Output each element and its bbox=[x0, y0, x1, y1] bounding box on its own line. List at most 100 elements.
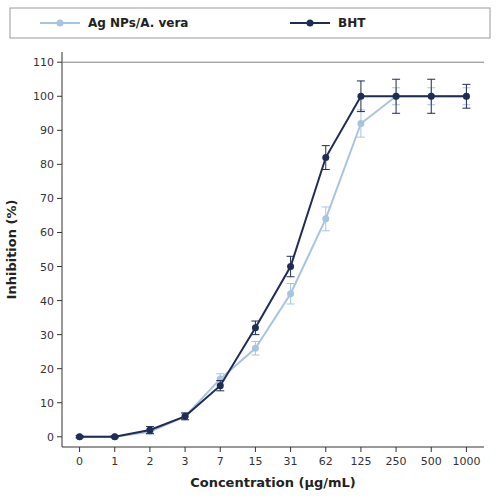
y-tick-label: 70 bbox=[40, 192, 54, 205]
x-axis-label: Concentration (μg/mL) bbox=[190, 475, 356, 490]
legend-label: Ag NPs/A. vera bbox=[88, 16, 188, 30]
y-tick bbox=[57, 436, 62, 437]
point bbox=[322, 215, 329, 222]
point bbox=[182, 413, 189, 420]
error-bar-cap bbox=[287, 276, 295, 277]
x-tick bbox=[290, 447, 291, 452]
error-bar-cap bbox=[427, 113, 435, 114]
x-tick bbox=[396, 447, 397, 452]
point bbox=[111, 433, 118, 440]
x-tick bbox=[149, 447, 150, 452]
error-bar-cap bbox=[287, 283, 295, 284]
y-tick-label: 30 bbox=[40, 329, 54, 342]
error-bar bbox=[357, 110, 365, 137]
point bbox=[393, 93, 400, 100]
x-tick bbox=[431, 447, 432, 452]
point bbox=[428, 93, 435, 100]
y-tick bbox=[57, 164, 62, 165]
series-line bbox=[80, 96, 467, 437]
error-bar bbox=[287, 284, 295, 304]
point bbox=[357, 93, 364, 100]
point bbox=[76, 433, 83, 440]
x-tick bbox=[325, 447, 326, 452]
point bbox=[357, 120, 364, 127]
axes: 0102030405060708090100110012371531621252… bbox=[33, 52, 484, 468]
y-tick bbox=[57, 96, 62, 97]
y-tick-label: 20 bbox=[40, 363, 54, 376]
x-tick bbox=[220, 447, 221, 452]
error-bar-cap bbox=[322, 145, 330, 146]
point bbox=[463, 93, 470, 100]
error-bar-cap bbox=[251, 341, 259, 342]
error-bar bbox=[427, 79, 435, 113]
error-bar bbox=[462, 84, 470, 108]
point bbox=[393, 93, 400, 100]
x-tick-label: 1 bbox=[111, 455, 118, 468]
error-bar bbox=[322, 207, 330, 231]
error-bar-cap bbox=[251, 334, 259, 335]
x-tick-label: 250 bbox=[386, 455, 407, 468]
point bbox=[146, 426, 153, 433]
x-tick-label: 0 bbox=[76, 455, 83, 468]
y-tick bbox=[57, 266, 62, 267]
x-tick-label: 3 bbox=[182, 455, 189, 468]
point bbox=[111, 433, 118, 440]
x-tick-label: 7 bbox=[217, 455, 224, 468]
y-tick-label: 10 bbox=[40, 397, 54, 410]
y-tick bbox=[57, 198, 62, 199]
y-tick bbox=[57, 368, 62, 369]
error-bar-cap bbox=[251, 355, 259, 356]
y-tick-label: 100 bbox=[33, 90, 54, 103]
x-tick-label: 62 bbox=[319, 455, 333, 468]
x-tick bbox=[79, 447, 80, 452]
legend-box bbox=[10, 8, 490, 38]
point bbox=[252, 345, 259, 352]
error-bar-cap bbox=[392, 79, 400, 80]
chart: Ag NPs/A. veraBHT01020304050607080901001… bbox=[0, 0, 500, 499]
x-tick bbox=[114, 447, 115, 452]
y-axis-label: Inhibition (%) bbox=[4, 200, 19, 300]
error-bar bbox=[392, 79, 400, 113]
y-tick-label: 80 bbox=[40, 158, 54, 171]
y-tick bbox=[57, 402, 62, 403]
error-bar-cap bbox=[462, 108, 470, 109]
error-bar bbox=[251, 341, 259, 355]
x-tick bbox=[185, 447, 186, 452]
error-bar-cap bbox=[216, 373, 224, 374]
error-bar-cap bbox=[392, 113, 400, 114]
legend-marker bbox=[307, 20, 314, 27]
x-axis-line bbox=[62, 447, 484, 448]
error-bar-cap bbox=[462, 84, 470, 85]
legend: Ag NPs/A. vera BHT bbox=[10, 8, 490, 38]
error-bar-cap bbox=[287, 256, 295, 257]
y-tick-label: 110 bbox=[33, 56, 54, 69]
y-tick-label: 40 bbox=[40, 295, 54, 308]
error-bar-cap bbox=[287, 303, 295, 304]
y-tick-label: 0 bbox=[47, 431, 54, 444]
x-tick-label: 500 bbox=[421, 455, 442, 468]
point bbox=[217, 382, 224, 389]
error-bar bbox=[357, 81, 365, 112]
x-tick bbox=[360, 447, 361, 452]
series-line bbox=[80, 96, 467, 437]
y-tick bbox=[57, 232, 62, 233]
x-tick-label: 1000 bbox=[452, 455, 480, 468]
x-tick bbox=[466, 447, 467, 452]
error-bar-cap bbox=[251, 321, 259, 322]
error-bar-cap bbox=[322, 206, 330, 207]
error-bar-cap bbox=[357, 80, 365, 81]
error-bar bbox=[216, 381, 224, 391]
series bbox=[76, 79, 471, 440]
y-tick-label: 90 bbox=[40, 124, 54, 137]
x-tick-label: 125 bbox=[350, 455, 371, 468]
error-bar bbox=[251, 321, 259, 335]
error-bar-cap bbox=[216, 390, 224, 391]
y-tick-label: 50 bbox=[40, 261, 54, 274]
y-tick bbox=[57, 334, 62, 335]
x-tick-label: 2 bbox=[146, 455, 153, 468]
y-tick bbox=[57, 130, 62, 131]
error-bar bbox=[181, 413, 189, 420]
legend-label: BHT bbox=[338, 16, 366, 30]
point bbox=[76, 433, 83, 440]
error-bar bbox=[146, 427, 154, 434]
